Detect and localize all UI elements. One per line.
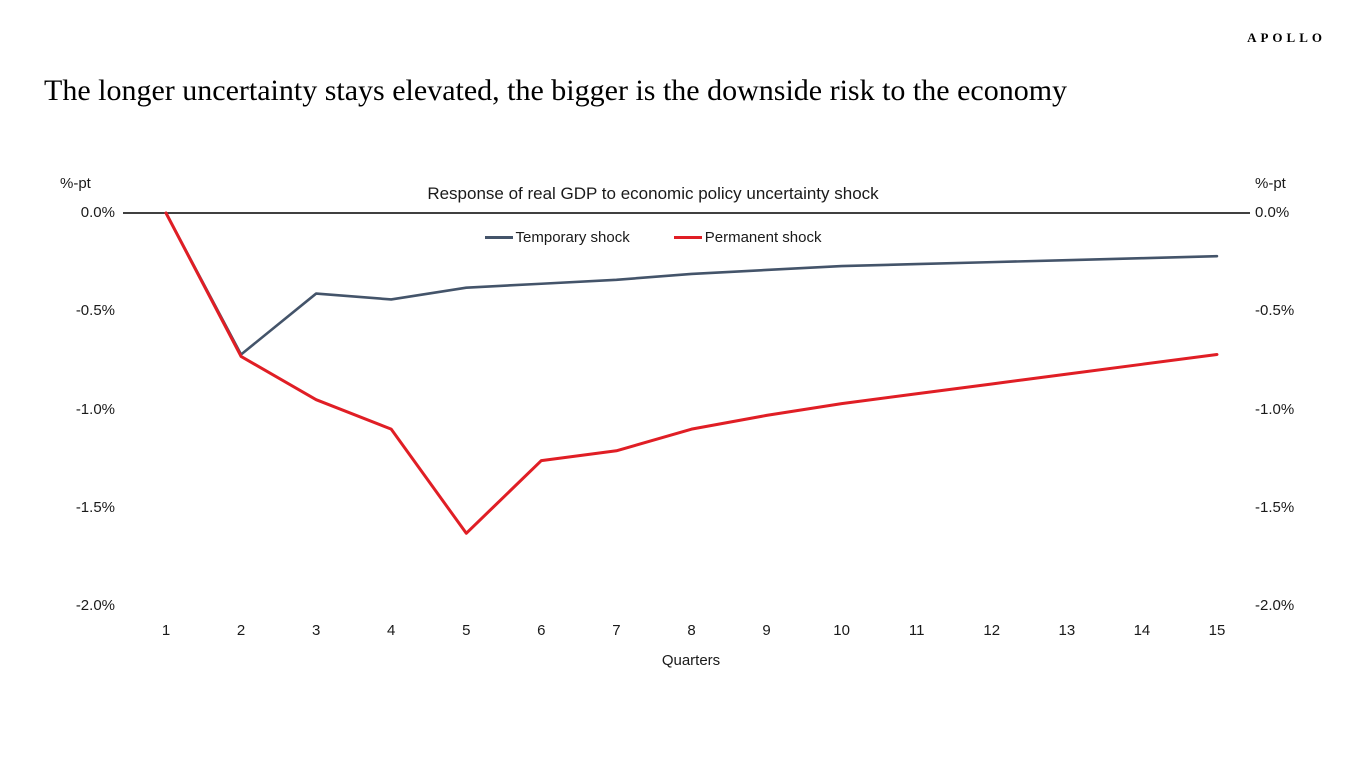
x-tick-label: 8	[687, 622, 696, 639]
y-tick-label-right: 0.0%	[1255, 204, 1290, 221]
x-tick-label: 12	[983, 622, 1001, 639]
x-tick-label: 10	[833, 622, 850, 639]
y-tick-label-right: -1.5%	[1255, 498, 1295, 516]
line-chart-plot-area	[123, 211, 1250, 535]
chart-legend: Temporary shock Permanent shock	[0, 229, 1306, 246]
x-tick-label: 14	[1133, 622, 1151, 639]
y-tick-label-left: -1.0%	[75, 400, 115, 418]
x-tick-label: 1	[161, 622, 171, 639]
series-line-permanent-shock	[164, 211, 1219, 535]
y-tick-label-right: -2.0%	[1255, 597, 1295, 614]
x-tick-label: 15	[1208, 622, 1226, 639]
legend-label: Temporary shock	[515, 229, 630, 246]
x-tick-label: 6	[537, 622, 546, 639]
series-line-temporary-shock	[164, 211, 1219, 356]
page-title: The longer uncertainty stays elevated, t…	[44, 74, 1068, 107]
y-tick-label-left: -2.0%	[75, 597, 115, 614]
y-tick-label-left: 0.0%	[80, 204, 115, 221]
y-tick-label-right: -0.5%	[1255, 302, 1295, 320]
x-tick-label: 9	[762, 622, 771, 639]
y-tick-label-left: -1.5%	[75, 498, 115, 516]
temporary-shock-line-swatch	[484, 236, 513, 239]
legend-label: Permanent shock	[704, 229, 822, 246]
x-tick-label: 7	[612, 622, 621, 639]
x-tick-label: 5	[462, 622, 471, 639]
y-tick-label-left: -0.5%	[75, 302, 115, 320]
x-tick-label: 13	[1058, 622, 1076, 639]
x-axis-title: Quarters	[661, 652, 721, 669]
x-tick-label: 3	[311, 622, 321, 639]
chart-title: Response of real GDP to economic policy …	[427, 184, 879, 203]
legend-item-temporary-shock: Temporary shock	[484, 229, 630, 246]
y-tick-label-right: -1.0%	[1255, 400, 1295, 418]
legend-item-permanent-shock: Permanent shock	[673, 229, 822, 246]
y-axis-unit-left: %-pt	[60, 175, 91, 192]
permanent-shock-line-swatch	[673, 236, 702, 239]
x-tick-label: 2	[236, 622, 246, 639]
x-tick-label: 4	[387, 622, 396, 639]
apollo-logo: APOLLO	[1247, 30, 1326, 45]
x-tick-label: 11	[908, 622, 925, 639]
y-axis-unit-right: %-pt	[1255, 175, 1286, 192]
